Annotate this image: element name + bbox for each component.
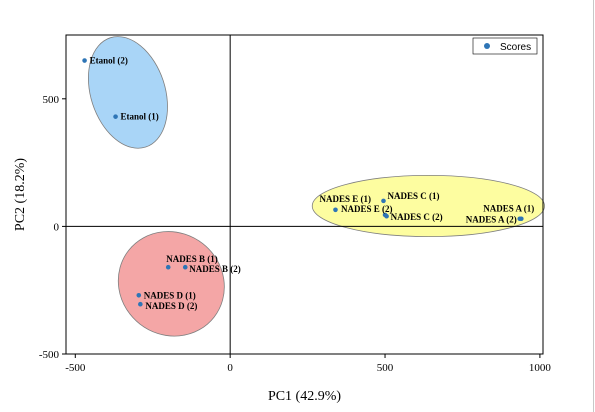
y-tick-label: 500: [43, 94, 60, 106]
data-point: [113, 114, 118, 119]
legend-marker: [484, 43, 490, 49]
x-tick-label: 500: [377, 362, 394, 374]
data-points: Etanol (2) Etanol (1) NADES E (1)NADES E (…: [82, 56, 534, 311]
axis-ticks: -500 0 500 1000 -500 0 500: [39, 94, 552, 374]
data-point: [381, 198, 386, 204]
data-point-label: NADES A (2): [466, 215, 517, 225]
data-point: [517, 216, 523, 222]
data-point-label: NADES E (1): [319, 194, 371, 204]
legend-box: [472, 37, 538, 55]
window-edge: [593, 0, 594, 412]
data-point-label: NADES B (1): [166, 254, 218, 264]
ellipse-nades-bd: [117, 231, 225, 337]
legend: Scores: [472, 37, 538, 55]
x-tick-label: -500: [65, 362, 86, 374]
data-point-label: NADES D (2): [145, 301, 197, 311]
data-point: [82, 58, 87, 63]
legend-label: Scores: [500, 42, 531, 53]
group-ellipses: [87, 36, 545, 337]
ellipse-ethanol: [87, 36, 168, 149]
y-axis-title: PC2 (18.2%): [13, 158, 28, 231]
data-point-label: NADES D (1): [144, 290, 196, 300]
data-point: [182, 264, 188, 270]
x-tick-label: 0: [227, 362, 233, 374]
data-point: [138, 301, 143, 307]
data-point-label: NADES C (2): [391, 212, 443, 222]
ellipse-nades-ace: [311, 174, 545, 238]
y-tick-label: -500: [39, 349, 60, 361]
plot-frame: [65, 34, 544, 355]
x-axis-title: PC1 (42.9%): [268, 389, 341, 404]
data-point-label: NADES E (2): [341, 204, 393, 214]
y-tick-label: 0: [54, 221, 60, 233]
data-point-label: NADES B (2): [189, 264, 241, 274]
data-point: [136, 293, 142, 298]
data-point: [384, 213, 389, 219]
data-point: [165, 264, 171, 270]
data-point-label: Etanol (2): [90, 56, 128, 66]
data-point-label: NADES C (1): [387, 191, 439, 201]
data-point: [333, 207, 338, 213]
data-point-label: NADES A (1): [483, 204, 534, 214]
x-tick-label: 1000: [529, 362, 552, 374]
data-point-label: Etanol (1): [121, 112, 159, 122]
